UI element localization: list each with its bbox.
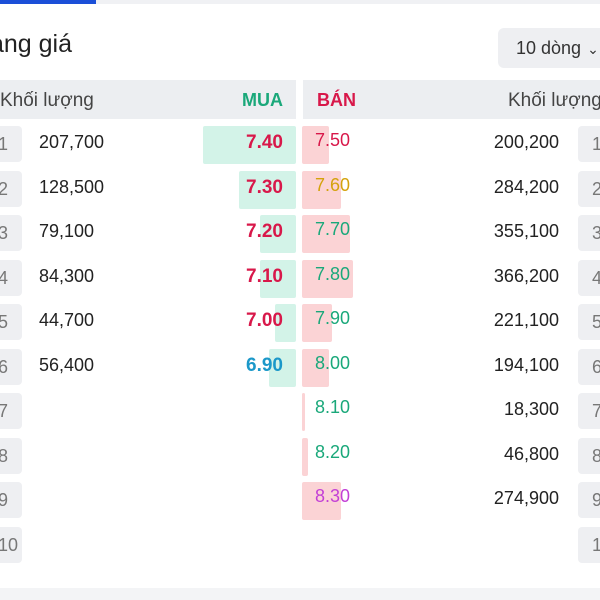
sell-volume: 18,300 — [503, 399, 559, 419]
order-book-row: 10 10 — [0, 521, 600, 565]
order-book-row: 4 84,300 7.10 7.80 366,200 4 — [0, 254, 600, 298]
buy-level-index: 5 — [0, 304, 22, 340]
sell-level-index: 10 — [578, 526, 600, 563]
buy-price[interactable]: 7.30 — [246, 176, 283, 198]
buy-price[interactable]: 7.00 — [246, 310, 283, 331]
sell-volume-bar — [302, 170, 341, 209]
buy-volume: 79,100 — [39, 221, 95, 241]
sell-volume-bar — [302, 215, 350, 253]
sell-volume: 194,100 — [493, 354, 559, 375]
top-tab-strip — [0, 0, 600, 4]
buy-level-index: 4 — [0, 259, 22, 296]
sell-price[interactable]: 7.90 — [315, 308, 351, 328]
sell-volume: 284,200 — [493, 176, 559, 197]
order-book-row: 8 8.20 46,800 8 — [0, 432, 600, 476]
buy-volume: 44,700 — [39, 310, 95, 330]
order-book-row: 1 207,700 7.40 7.50 200,200 1 — [0, 120, 600, 164]
sell-volume: 46,800 — [503, 443, 559, 464]
order-book-row: 2 128,500 7.30 7.60 284,200 2 — [0, 165, 600, 209]
sell-price[interactable]: 8.00 — [315, 352, 351, 373]
sell-level-index: 3 — [578, 215, 600, 251]
buy-level-index: 10 — [0, 526, 22, 563]
bottom-divider — [0, 588, 600, 600]
sell-volume-bar — [302, 348, 329, 387]
buy-volume: 56,400 — [39, 354, 95, 375]
sell-level-index: 1 — [578, 126, 600, 162]
active-tab-indicator — [0, 0, 96, 4]
order-book-row: 3 79,100 7.20 7.70 355,100 3 — [0, 209, 600, 253]
sell-header-band — [303, 80, 600, 119]
sell-level-index: 4 — [578, 259, 600, 296]
buy-volume-bar — [260, 215, 296, 253]
buy-level-index: 7 — [0, 393, 22, 429]
sell-level-index: 7 — [578, 393, 600, 429]
buy-volume: 84,300 — [39, 265, 95, 286]
sell-price[interactable]: 7.80 — [315, 263, 351, 284]
sell-volume-bar — [302, 437, 308, 476]
buy-price[interactable]: 7.20 — [246, 221, 283, 242]
buy-price[interactable]: 6.90 — [246, 354, 283, 376]
sell-price[interactable]: 7.60 — [315, 174, 351, 195]
sell-level-index: 8 — [578, 437, 600, 474]
chevron-down-icon: ⌄ — [587, 41, 599, 57]
buy-volume-bar — [239, 170, 296, 209]
buy-level-index: 2 — [0, 170, 22, 207]
sell-volume: 200,200 — [493, 132, 559, 152]
buy-volume: 207,700 — [39, 132, 105, 152]
sell-price[interactable]: 7.50 — [315, 130, 351, 150]
page-title: ảng giá — [0, 30, 73, 58]
sell-volume-bar — [302, 259, 353, 298]
sell-price[interactable]: 8.30 — [315, 486, 351, 506]
order-book-row: 7 8.10 18,300 7 — [0, 387, 600, 431]
sell-price[interactable]: 8.20 — [315, 441, 351, 462]
sell-volume: 221,100 — [493, 310, 559, 330]
sell-level-index: 9 — [578, 482, 600, 518]
sell-volume-bar — [302, 393, 305, 431]
buy-volume: 128,500 — [39, 176, 105, 197]
rows-count-label: 10 dòng — [516, 38, 582, 58]
buy-volume-bar — [269, 348, 296, 387]
sell-volume: 366,200 — [493, 265, 559, 286]
sell-price[interactable]: 8.10 — [315, 397, 351, 417]
buy-price[interactable]: 7.10 — [246, 265, 283, 287]
buy-volume-bar — [203, 126, 296, 164]
buy-level-index: 3 — [0, 215, 22, 251]
sell-header: BÁN — [317, 90, 356, 110]
buy-volume-bar — [260, 259, 296, 298]
buy-price[interactable]: 7.40 — [246, 132, 283, 153]
buy-level-index: 8 — [0, 437, 22, 474]
sell-price[interactable]: 7.70 — [315, 219, 351, 239]
order-book-row: 6 56,400 6.90 8.00 194,100 6 — [0, 343, 600, 387]
buy-volume-header: Khối lượng — [0, 90, 94, 111]
sell-level-index: 6 — [578, 348, 600, 385]
sell-volume: 355,100 — [493, 221, 559, 241]
sell-volume-bar — [302, 482, 341, 520]
sell-volume-bar — [302, 126, 329, 164]
buy-level-index: 1 — [0, 126, 22, 162]
sell-volume-bar — [302, 304, 332, 342]
sell-level-index: 2 — [578, 170, 600, 207]
order-book-row: 9 8.30 274,900 9 — [0, 476, 600, 520]
buy-level-index: 6 — [0, 348, 22, 385]
order-book-row: 5 44,700 7.00 7.90 221,100 5 — [0, 298, 600, 342]
sell-volume: 274,900 — [493, 488, 559, 508]
buy-volume-bar — [275, 304, 296, 342]
buy-level-index: 9 — [0, 482, 22, 518]
sell-level-index: 5 — [578, 304, 600, 340]
sell-volume-header: Khối lượng — [508, 90, 600, 111]
buy-header-band — [0, 80, 296, 119]
buy-header: MUA — [242, 90, 283, 110]
rows-count-select[interactable]: 10 dòng ⌄ — [498, 28, 600, 68]
